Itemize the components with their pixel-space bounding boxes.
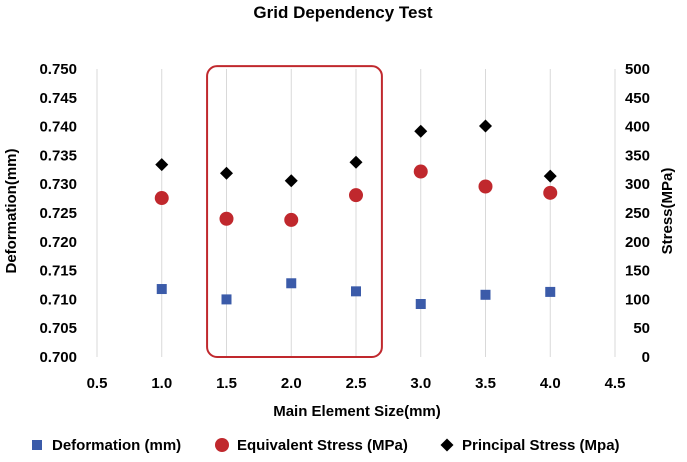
legend-marker-circle	[215, 438, 229, 452]
y-tick-label: 0.745	[39, 90, 77, 107]
legend-marker-diamond	[440, 438, 454, 452]
y2-tick-label: 0	[642, 349, 650, 366]
data-points	[154, 119, 558, 310]
data-point-diamond	[414, 124, 428, 138]
data-point-circle	[284, 212, 299, 227]
data-point-square	[351, 286, 361, 297]
y-axis-ticks: 0.700 0.705 0.710 0.715 0.720 0.725 0.730 0.735…	[39, 61, 77, 366]
x-tick-label: 1.5	[216, 375, 237, 392]
data-point-circle	[413, 164, 428, 179]
data-point-circle	[349, 188, 363, 203]
y-tick-label: 0.750	[39, 61, 77, 78]
y2-tick-label: 300	[625, 176, 650, 193]
y-tick-label: 0.710	[39, 291, 77, 308]
data-point-circle	[219, 211, 234, 226]
y2-tick-label: 50	[633, 320, 650, 337]
y-tick-label: 0.730	[39, 176, 77, 193]
data-point-square	[545, 286, 556, 297]
y-axis-title: Deformation(mm)	[3, 148, 20, 273]
y2-tick-label: 200	[625, 234, 650, 251]
series-1	[154, 164, 558, 227]
x-tick-label: 1.0	[151, 375, 172, 392]
x-tick-label: 4.0	[540, 375, 561, 392]
legend-label: Equivalent Stress (MPa)	[237, 437, 408, 454]
data-point-diamond	[479, 119, 492, 133]
y2-tick-label: 100	[625, 291, 650, 308]
data-point-diamond	[155, 158, 169, 172]
data-point-circle	[543, 185, 558, 200]
data-point-square	[286, 278, 297, 289]
data-point-square	[480, 289, 491, 300]
data-point-diamond	[349, 155, 363, 169]
y-tick-label: 0.715	[39, 263, 77, 280]
x-tick-label: 3.0	[410, 375, 431, 392]
legend: Deformation (mm) Equivalent Stress (MPa) P…	[32, 437, 620, 454]
x-tick-label: 0.5	[87, 375, 108, 392]
y2-tick-label: 150	[625, 263, 650, 280]
y-tick-label: 0.740	[39, 119, 77, 136]
series-2	[155, 119, 557, 188]
y2-axis-title: Stress(MPa)	[659, 168, 676, 255]
y2-axis-ticks: 0 50 100 150 200 250 300 350 400 450 500	[625, 61, 650, 366]
grid-lines	[96, 69, 616, 357]
series-0	[156, 278, 556, 310]
legend-entry-0: Deformation (mm)	[32, 437, 181, 454]
data-point-square	[415, 299, 426, 310]
y-tick-label: 0.700	[39, 349, 77, 366]
y2-tick-label: 400	[625, 119, 650, 136]
chart-title: Grid Dependency Test	[253, 3, 433, 22]
x-axis-title: Main Element Size(mm)	[273, 403, 441, 420]
y-tick-label: 0.725	[39, 205, 77, 222]
legend-label: Principal Stress (Mpa)	[462, 437, 620, 454]
x-tick-label: 4.5	[605, 375, 626, 392]
y-tick-label: 0.705	[39, 320, 77, 337]
data-point-diamond	[543, 169, 557, 183]
x-tick-label: 2.0	[281, 375, 302, 392]
y2-tick-label: 350	[625, 147, 650, 164]
data-point-square	[156, 284, 167, 295]
data-point-diamond	[220, 166, 233, 180]
highlight-box	[206, 65, 383, 359]
highlight-box-group	[206, 65, 383, 359]
legend-label: Deformation (mm)	[52, 437, 181, 454]
y-tick-label: 0.720	[39, 234, 77, 251]
data-point-circle	[154, 191, 169, 206]
y-tick-label: 0.735	[39, 147, 77, 164]
y2-tick-label: 250	[625, 205, 650, 222]
x-axis-ticks: 0.5 1.0 1.5 2.0 2.5 3.0 3.5 4.0 4.5	[87, 375, 626, 392]
legend-marker-square	[32, 440, 42, 450]
data-point-square	[221, 294, 232, 305]
x-tick-label: 2.5	[346, 375, 367, 392]
y2-tick-label: 500	[625, 61, 650, 78]
y2-tick-label: 450	[625, 90, 650, 107]
legend-entry-2: Principal Stress (Mpa)	[440, 437, 620, 454]
x-tick-label: 3.5	[475, 375, 496, 392]
legend-entry-1: Equivalent Stress (MPa)	[215, 437, 408, 454]
data-point-circle	[478, 179, 493, 194]
data-point-diamond	[284, 174, 298, 188]
